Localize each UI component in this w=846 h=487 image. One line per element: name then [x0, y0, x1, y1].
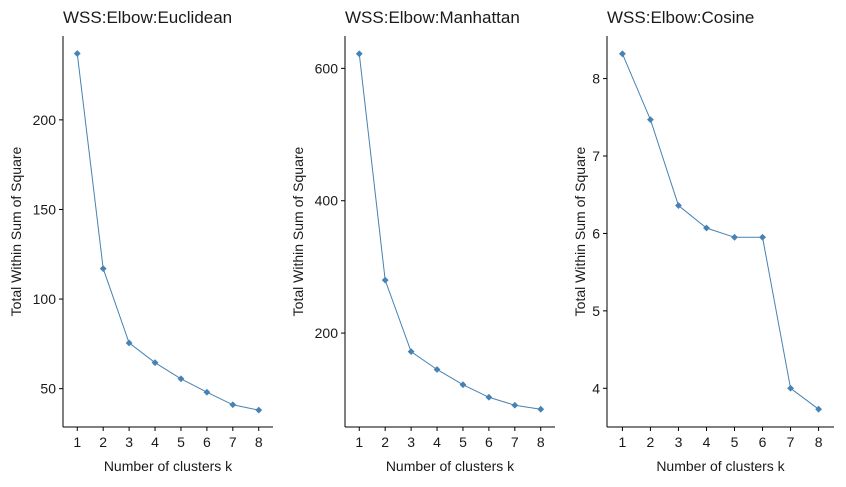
x-tick-label: 1 — [73, 434, 81, 450]
panel-title: WSS:Elbow:Euclidean — [63, 8, 232, 27]
data-point — [99, 265, 107, 272]
x-tick-label: 7 — [511, 434, 519, 450]
data-point — [787, 384, 794, 392]
y-tick-label: 100 — [33, 291, 57, 307]
x-tick-label: 1 — [355, 434, 363, 450]
data-point — [433, 366, 441, 373]
y-axis-label: Total Within Sum of Square — [8, 146, 24, 316]
data-point — [255, 406, 263, 414]
y-tick-label: 7 — [592, 148, 600, 164]
data-point — [381, 276, 389, 284]
data-point — [355, 50, 363, 58]
data-point — [647, 116, 654, 124]
panel-title: WSS:Elbow:Manhattan — [345, 8, 520, 27]
data-point — [731, 233, 738, 241]
x-axis-label: Number of clusters k — [656, 458, 785, 474]
x-tick-label: 2 — [99, 434, 107, 450]
x-tick-label: 4 — [433, 434, 441, 450]
x-tick-label: 3 — [407, 434, 415, 450]
x-tick-label: 7 — [229, 434, 237, 450]
y-axis-label: Total Within Sum of Square — [290, 146, 306, 316]
data-point — [151, 359, 159, 367]
x-axis-label: Number of clusters k — [386, 458, 515, 474]
data-point — [703, 224, 710, 232]
y-tick-label: 6 — [592, 225, 600, 241]
data-point — [619, 50, 626, 58]
x-tick-label: 4 — [151, 434, 159, 450]
x-tick-label: 1 — [619, 434, 627, 450]
series-line — [358, 53, 541, 410]
y-tick-label: 5 — [592, 303, 600, 319]
x-tick-label: 8 — [815, 434, 823, 450]
data-point — [537, 405, 545, 413]
data-point — [759, 233, 766, 241]
x-tick-label: 2 — [647, 434, 655, 450]
x-tick-label: 7 — [787, 434, 795, 450]
y-tick-label: 4 — [592, 380, 600, 396]
data-point — [815, 405, 822, 413]
chart-panel-2: WSS:Elbow:Manhattan 1 2 3 4 5 6 7 8 200 400 600 Numb… — [290, 8, 555, 474]
data-point — [229, 401, 237, 409]
y-tick-label: 8 — [592, 71, 600, 87]
y-tick-label: 600 — [315, 60, 339, 76]
series-line — [621, 53, 819, 410]
x-tick-label: 4 — [703, 434, 711, 450]
chart-panel-3: WSS:Elbow:Cosine 1 2 3 4 5 6 7 8 4 5 6 7 8 Number of c… — [572, 8, 834, 474]
y-tick-label: 200 — [33, 112, 57, 128]
x-tick-label: 6 — [203, 434, 211, 450]
data-point — [73, 50, 81, 57]
series-line — [76, 53, 259, 411]
x-tick-label: 6 — [759, 434, 767, 450]
data-point — [125, 339, 133, 347]
data-point — [459, 381, 467, 389]
x-tick-label: 5 — [177, 434, 185, 450]
data-point — [177, 375, 185, 383]
x-tick-label: 3 — [125, 434, 133, 450]
data-point — [407, 348, 415, 356]
y-tick-label: 150 — [33, 201, 57, 217]
y-tick-label: 200 — [315, 325, 339, 341]
y-tick-label: 400 — [315, 193, 339, 209]
data-point — [203, 388, 211, 396]
x-tick-label: 5 — [731, 434, 739, 450]
data-point — [675, 202, 682, 209]
x-axis-label: Number of clusters k — [104, 458, 233, 474]
x-tick-label: 2 — [381, 434, 389, 450]
x-tick-label: 6 — [485, 434, 493, 450]
x-tick-label: 3 — [675, 434, 683, 450]
data-point — [511, 401, 519, 409]
panel-title: WSS:Elbow:Cosine — [607, 8, 754, 27]
y-axis-label: Total Within Sum of Square — [572, 146, 588, 316]
x-tick-label: 5 — [459, 434, 467, 450]
x-tick-label: 8 — [537, 434, 545, 450]
data-point — [485, 393, 493, 401]
chart-panel-1: WSS:Elbow:Euclidean 1 2 3 4 5 6 7 8 50 100 150 200 Nu… — [8, 8, 273, 474]
x-tick-label: 8 — [255, 434, 263, 450]
y-tick-label: 50 — [40, 381, 56, 397]
